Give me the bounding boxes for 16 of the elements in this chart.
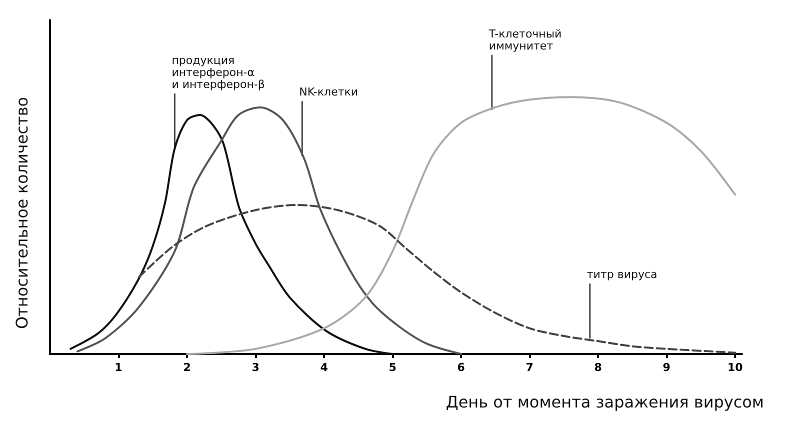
- annotation: NK-клетки: [299, 86, 358, 99]
- x-tick-label: 10: [727, 361, 744, 374]
- x-axis-title: День от момента заражения вирусом: [446, 392, 764, 412]
- annotation: продукция интерферон-α и интерферон-β: [172, 54, 265, 91]
- annotation: T-клеточный иммунитет: [488, 27, 562, 52]
- y-axis-title: Относительное количество: [12, 96, 32, 330]
- x-tick-label: 3: [252, 361, 260, 374]
- annotation: титр вируса: [586, 268, 658, 282]
- x-tick-label: 7: [526, 361, 534, 374]
- x-tick-label: 1: [114, 361, 122, 374]
- x-tick-label: 9: [662, 361, 670, 374]
- x-tick-label: 2: [183, 361, 191, 374]
- x-tick-label: 4: [320, 361, 328, 374]
- x-tick-label: 8: [594, 361, 602, 374]
- x-tick-label: 6: [457, 361, 466, 374]
- x-tick-label: 5: [388, 361, 396, 374]
